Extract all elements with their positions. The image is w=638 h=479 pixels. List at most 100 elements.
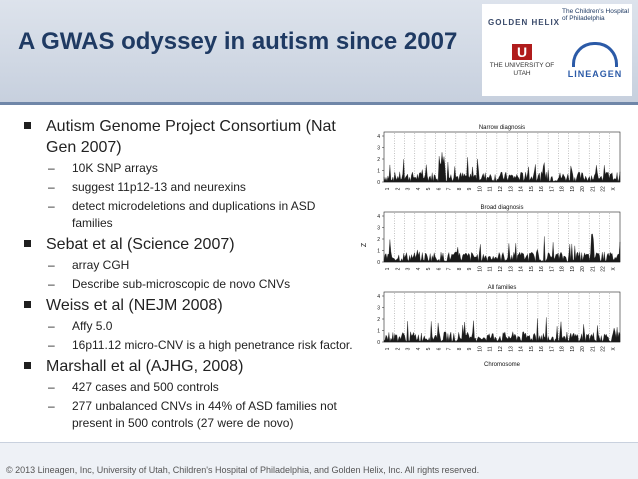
chromosome-label: X: [611, 187, 617, 191]
chromosome-label: 13: [508, 186, 514, 192]
chromosome-label: 16: [539, 346, 545, 352]
sub-bullet-text: array CGH: [72, 258, 130, 272]
sub-bullet-text: 277 unbalanced CNVs in 44% of ASD famili…: [72, 399, 337, 430]
y-tick-label: 0: [377, 260, 380, 266]
y-tick-label: 1: [377, 249, 380, 255]
chromosome-label: 6: [436, 187, 442, 190]
chromosome-label: 10: [477, 346, 483, 352]
chromosome-label: 18: [560, 186, 566, 192]
lineagen-arc-icon: [572, 42, 618, 67]
chromosome-label: 3: [406, 267, 412, 270]
sub-bullet-text: Describe sub-microscopic de novo CNVs: [72, 277, 291, 291]
gwas-figure: Narrow diagnosis 0 1 2 3 4 1 2 3 4 5 6 7 8 9 10 11 12 13 14…: [352, 120, 632, 370]
chromosome-label: 18: [560, 266, 566, 272]
chromosome-label: 4: [416, 267, 422, 270]
y-tick-label: 4: [377, 294, 380, 300]
bullet-text: Weiss et al (NEJM 2008): [46, 297, 223, 314]
y-tick-label: 2: [377, 317, 380, 323]
chromosome-label: 12: [498, 186, 504, 192]
chromosome-label: 13: [508, 266, 514, 272]
slide-header: A GWAS odyssey in autism since 2007 GOLD…: [0, 0, 638, 105]
chromosome-label: 9: [467, 347, 473, 350]
bullet-text: Autism Genome Project Consortium (Nat Ge…: [46, 118, 336, 156]
chromosome-label: 22: [601, 266, 607, 272]
sub-bullet-text: 427 cases and 500 controls: [72, 380, 219, 394]
copyright-text: © 2013 Lineagen, Inc, University of Utah…: [6, 465, 480, 475]
chop-logo: The Children's Hospital of Philadelphia: [562, 8, 629, 22]
panel-title: Broad diagnosis: [480, 205, 523, 211]
bullet-text: Marshall et al (AJHG, 2008): [46, 358, 244, 375]
y-tick-label: 1: [377, 169, 380, 175]
chromosome-label: 5: [426, 267, 432, 270]
y-tick-label: 1: [377, 329, 380, 335]
chromosome-label: 8: [457, 267, 463, 270]
sub-bullet-item: – detect microdeletions and duplications …: [24, 198, 354, 232]
chromosome-label: 17: [549, 346, 555, 352]
chromosome-label: 7: [447, 347, 453, 350]
chromosome-label: 12: [498, 266, 504, 272]
chromosome-label: 4: [416, 347, 422, 350]
utah-u-icon: U: [512, 44, 532, 60]
chromosome-label: 8: [457, 347, 463, 350]
chromosome-label: 15: [529, 266, 535, 272]
y-tick-label: 0: [377, 340, 380, 346]
bullet-square-icon: [24, 362, 31, 369]
chromosome-label: 11: [488, 346, 494, 351]
y-tick-label: 2: [377, 237, 380, 243]
chromosome-label: 2: [395, 267, 401, 270]
bullet-square-icon: [24, 301, 31, 308]
linkage-trace: [383, 152, 621, 183]
y-tick-label: 3: [377, 306, 380, 312]
bullet-item: Marshall et al (AJHG, 2008): [24, 356, 354, 377]
chromosome-label: 5: [426, 187, 432, 190]
chromosome-label: 2: [395, 187, 401, 190]
chromosome-label: 19: [570, 186, 576, 192]
chromosome-label: 16: [539, 266, 545, 272]
dash-icon: –: [48, 180, 55, 194]
dash-icon: –: [48, 258, 55, 272]
chromosome-label: 11: [488, 266, 494, 271]
chromosome-label: 20: [580, 346, 586, 352]
chromosome-label: 6: [436, 267, 442, 270]
chromosome-label: 15: [529, 186, 535, 192]
x-axis-label: Chromosome: [484, 362, 521, 368]
sub-bullet-item: – suggest 11p12-13 and neurexins: [24, 179, 354, 196]
sub-bullet-item: – 427 cases and 500 controls: [24, 379, 354, 396]
chromosome-label: 14: [519, 346, 525, 352]
chromosome-label: 5: [426, 347, 432, 350]
bullet-item: Sebat et al (Science 2007): [24, 234, 354, 255]
chromosome-label: 17: [549, 266, 555, 272]
sub-bullet-text: detect microdeletions and duplications i…: [72, 199, 316, 230]
chromosome-label: 2: [395, 347, 401, 350]
sub-bullet-text: 10K SNP arrays: [72, 161, 158, 175]
lineagen-logo-text: LINEAGEN: [567, 69, 623, 79]
y-tick-label: 3: [377, 146, 380, 152]
sub-bullet-text: 16p11.12 micro-CNV is a high penetrance …: [72, 338, 353, 352]
chromosome-label: 20: [580, 186, 586, 192]
chromosome-label: 17: [549, 186, 555, 192]
slide-footer: © 2013 Lineagen, Inc, University of Utah…: [0, 442, 638, 479]
chromosome-label: 22: [601, 186, 607, 192]
sub-bullet-item: – Affy 5.0: [24, 318, 354, 335]
chromosome-label: 20: [580, 266, 586, 272]
bullet-item: Autism Genome Project Consortium (Nat Ge…: [24, 116, 354, 158]
chromosome-label: 6: [436, 347, 442, 350]
sub-bullet-item: – 10K SNP arrays: [24, 160, 354, 177]
chromosome-label: 10: [477, 266, 483, 272]
y-tick-label: 4: [377, 214, 380, 220]
linkage-trace: [383, 317, 621, 343]
chromosome-label: 9: [467, 267, 473, 270]
chromosome-label: 7: [447, 187, 453, 190]
chromosome-label: 3: [406, 187, 412, 190]
bullet-square-icon: [24, 240, 31, 247]
panel-title: All families: [488, 285, 517, 291]
y-axis-label: Z: [361, 242, 368, 247]
chromosome-label: 8: [457, 187, 463, 190]
dash-icon: –: [48, 161, 55, 175]
chromosome-label: 14: [519, 186, 525, 192]
bullet-item: Weiss et al (NEJM 2008): [24, 295, 354, 316]
